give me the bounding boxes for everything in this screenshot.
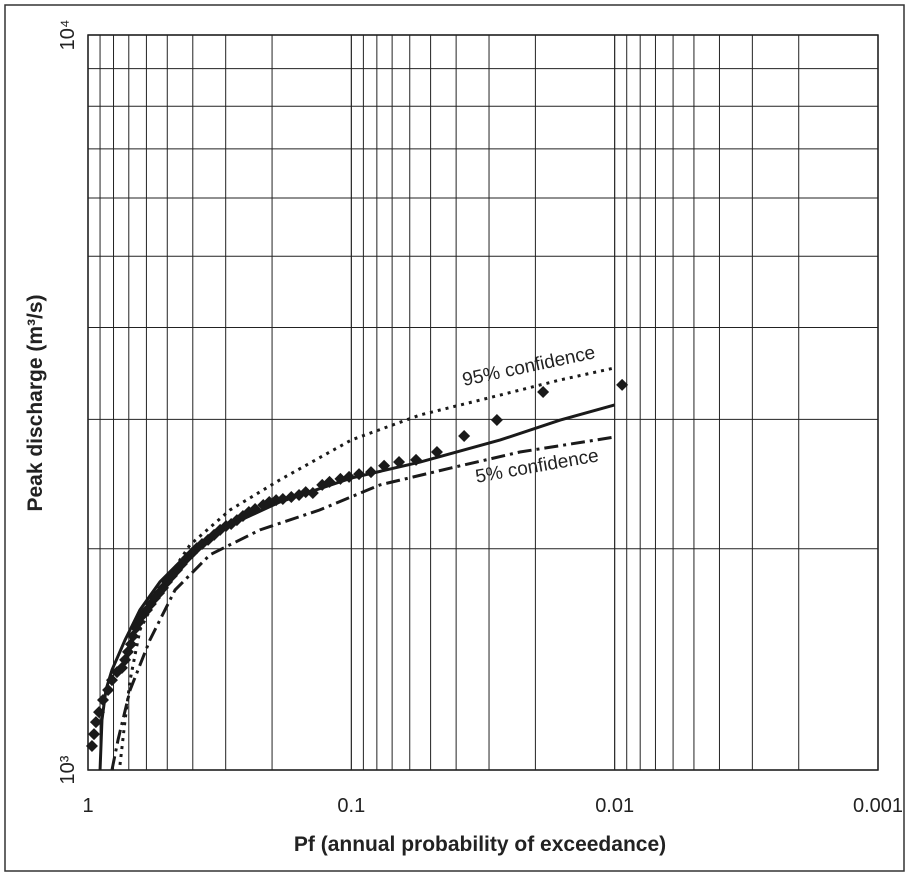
data-point [242, 505, 255, 518]
data-point [458, 430, 471, 443]
annotation: 5% confidence [474, 445, 600, 487]
data-point [89, 716, 102, 729]
data-point [490, 414, 503, 427]
data-point [85, 740, 98, 753]
data-point [537, 386, 550, 399]
x-tick-label: 0.01 [595, 795, 634, 817]
y-tick-label: 10⁴ [57, 20, 79, 51]
x-axis-title: Pf (annual probability of exceedance) [294, 833, 666, 856]
curve [98, 403, 616, 771]
x-tick-label: 0.001 [853, 795, 903, 817]
x-tick-label: 1 [82, 795, 93, 817]
frame [4, 4, 905, 872]
data-point [111, 666, 124, 679]
y-axis-title: Peak discharge (m³/s) [24, 294, 47, 511]
annotation: 95% confidence [461, 342, 598, 391]
plot-border [87, 34, 879, 771]
x-tick-label: 0.1 [337, 795, 365, 817]
data-point [430, 446, 443, 459]
y-tick-label: 10³ [57, 755, 79, 784]
curve [110, 435, 615, 771]
data-point [616, 378, 629, 391]
curve [118, 366, 615, 766]
data-point [87, 728, 100, 741]
